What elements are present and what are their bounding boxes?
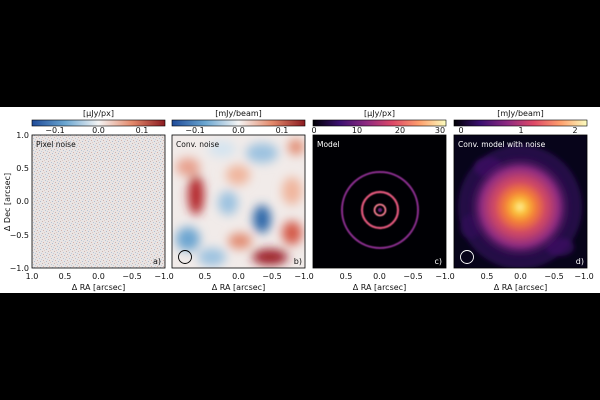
image-convolved-model bbox=[454, 135, 587, 268]
colorbar-tick: −0.1 bbox=[45, 126, 64, 135]
panel-a: [μJy/px] −0.1 0.0 0.1 Pixel noise a) 1.0… bbox=[26, 109, 174, 292]
colorbar-unit: [μJy/px] bbox=[83, 109, 114, 118]
panel-b: [mJy/beam] −0.1 0.0 0.1 bbox=[171, 109, 314, 292]
y-tick: −1.0 bbox=[10, 264, 29, 273]
frame bbox=[312, 134, 447, 269]
figure: Δ Dec [arcsec] 1.0 0.5 0.0 −0.5 −1.0 [μJ… bbox=[0, 107, 600, 293]
x-axis-label: Δ RA [arcsec] bbox=[494, 283, 547, 292]
x-tick: 0.0 bbox=[373, 272, 386, 281]
colorbar-tick: 1 bbox=[518, 126, 523, 135]
x-tick: 0.5 bbox=[199, 272, 212, 281]
x-tick: 0.5 bbox=[59, 272, 72, 281]
panel-letter: d) bbox=[576, 257, 584, 266]
colorbar bbox=[31, 119, 166, 127]
x-tick: −1.0 bbox=[435, 272, 454, 281]
image-pixel-noise bbox=[32, 135, 165, 268]
colorbar-tick: 30 bbox=[435, 126, 445, 135]
x-tick: −1.0 bbox=[154, 272, 173, 281]
beam-ellipse bbox=[178, 250, 192, 264]
x-tick: 0.5 bbox=[340, 272, 353, 281]
panel-letter: c) bbox=[434, 257, 442, 266]
colorbar-tick: 2 bbox=[572, 126, 577, 135]
figure-canvas: Δ Dec [arcsec] 1.0 0.5 0.0 −0.5 −1.0 [μJ… bbox=[3, 109, 594, 292]
x-tick: −1.0 bbox=[574, 272, 593, 281]
colorbar-tick: 0.0 bbox=[92, 126, 105, 135]
x-tick: 1.0 bbox=[26, 272, 39, 281]
x-tick: 0.0 bbox=[232, 272, 245, 281]
colorbar-tick: 10 bbox=[352, 126, 362, 135]
colorbar-tick: 0.0 bbox=[232, 126, 245, 135]
panel-letter: a) bbox=[153, 257, 161, 266]
colorbar-tick: 0.1 bbox=[136, 126, 149, 135]
y-tick: −0.5 bbox=[10, 231, 29, 240]
x-tick: −0.5 bbox=[544, 272, 563, 281]
image-model bbox=[313, 135, 446, 268]
frame bbox=[31, 134, 166, 269]
y-tick: 0.5 bbox=[16, 164, 29, 173]
y-axis: 1.0 0.5 0.0 −0.5 −1.0 bbox=[10, 131, 29, 273]
panel-title: Model bbox=[317, 140, 340, 149]
panel-c: [μJy/px] 0 10 20 30 Model c) 0.5 0.0 −0.… bbox=[311, 109, 454, 292]
colorbar-unit: [μJy/px] bbox=[364, 109, 395, 118]
y-axis-label: Δ Dec [arcsec] bbox=[3, 173, 12, 231]
x-tick: −1.0 bbox=[294, 272, 313, 281]
panel-letter: b) bbox=[294, 257, 302, 266]
x-tick: −0.5 bbox=[122, 272, 141, 281]
y-tick: 1.0 bbox=[16, 131, 29, 140]
colorbar bbox=[171, 119, 306, 127]
colorbar-tick: −0.1 bbox=[185, 126, 204, 135]
x-tick: −0.5 bbox=[403, 272, 422, 281]
panel-title: Conv. noise bbox=[176, 140, 220, 149]
x-axis-label: Δ RA [arcsec] bbox=[72, 283, 125, 292]
x-axis-label: Δ RA [arcsec] bbox=[212, 283, 265, 292]
colorbar-unit: [mJy/beam] bbox=[497, 109, 544, 118]
panel-title: Pixel noise bbox=[36, 140, 76, 149]
panel-title: Conv. model with noise bbox=[458, 140, 546, 149]
x-tick: 0.5 bbox=[481, 272, 494, 281]
image-convolved-noise bbox=[172, 135, 305, 268]
colorbar-tick: 20 bbox=[395, 126, 405, 135]
colorbar-tick: 0 bbox=[311, 126, 316, 135]
colorbar bbox=[453, 119, 588, 127]
beam-ellipse bbox=[460, 250, 474, 264]
colorbar bbox=[312, 119, 447, 127]
y-tick: 0.0 bbox=[16, 197, 29, 206]
colorbar-tick: 0 bbox=[458, 126, 463, 135]
colorbar-tick: 0.1 bbox=[276, 126, 289, 135]
x-tick: 0.0 bbox=[92, 272, 105, 281]
colorbar-unit: [mJy/beam] bbox=[215, 109, 262, 118]
frame bbox=[171, 134, 306, 269]
frame bbox=[453, 134, 588, 269]
x-tick: 0.0 bbox=[514, 272, 527, 281]
x-axis-label: Δ RA [arcsec] bbox=[353, 283, 406, 292]
x-tick: −0.5 bbox=[262, 272, 281, 281]
panel-d: [mJy/beam] 0 1 2 Conv. model with noise … bbox=[453, 109, 594, 292]
